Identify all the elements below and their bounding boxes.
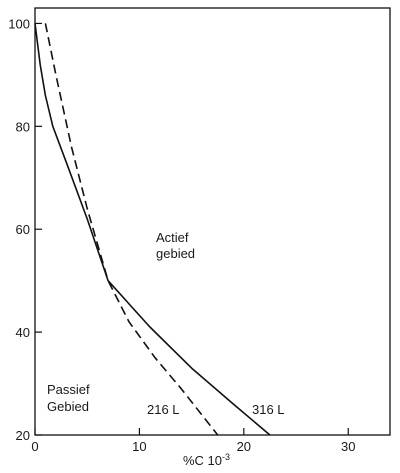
x-tick-label: 30 xyxy=(341,439,355,454)
y-tick-label: 80 xyxy=(16,119,30,134)
y-tick-label: 20 xyxy=(16,428,30,443)
y-tick-label: 40 xyxy=(16,325,30,340)
x-axis-title-base: %C 10 xyxy=(183,453,222,468)
x-tick-label: 0 xyxy=(31,439,38,454)
region-label-passive-line2: Gebied xyxy=(47,399,89,414)
series-label-216L: 216 L xyxy=(147,402,180,417)
series-line-216L xyxy=(44,23,219,436)
x-tick-label: 10 xyxy=(132,439,146,454)
region-label-active-line1: Actief xyxy=(156,230,189,245)
axis-ticks: 0 10 20 30 20 40 60 80 100 xyxy=(8,16,355,454)
series-line-316L xyxy=(34,23,271,436)
series-lines xyxy=(34,23,271,436)
x-axis-title: %C 10-3 xyxy=(183,452,230,468)
y-tick-label: 100 xyxy=(8,16,30,31)
x-axis-title-exponent: -3 xyxy=(222,452,230,462)
y-tick-label: 60 xyxy=(16,222,30,237)
plot-frame xyxy=(34,7,391,436)
plot-border xyxy=(34,7,391,436)
region-label-passive-line1: Passief xyxy=(47,382,90,397)
x-tick-label: 20 xyxy=(237,439,251,454)
series-label-316L: 316 L xyxy=(252,402,285,417)
region-label-active-line2: gebied xyxy=(156,246,195,261)
